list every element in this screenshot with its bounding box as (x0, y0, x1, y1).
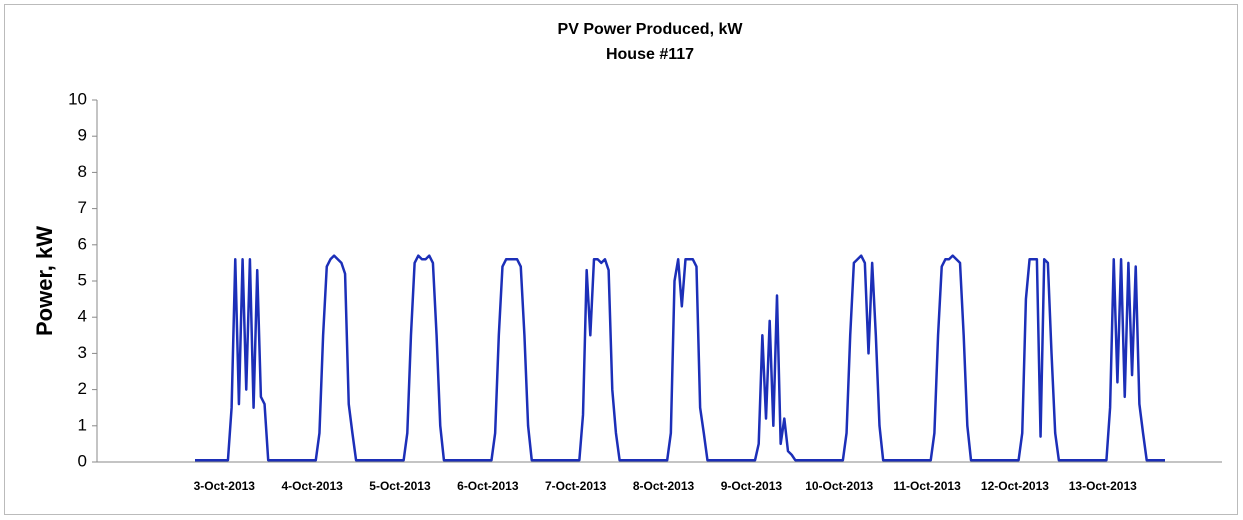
y-tick-label: 4 (78, 307, 87, 326)
chart-subtitle: House #117 (606, 46, 694, 63)
y-tick-label: 1 (78, 415, 87, 434)
x-tick-label: 7-Oct-2013 (545, 479, 607, 493)
y-tick-label: 3 (78, 343, 87, 362)
x-tick-label: 10-Oct-2013 (805, 479, 873, 493)
y-tick-label: 2 (78, 379, 87, 398)
y-tick-label: 5 (78, 270, 87, 289)
x-tick-label: 4-Oct-2013 (281, 479, 343, 493)
y-axis-label: Power, kW (32, 226, 57, 336)
x-tick-label: 12-Oct-2013 (981, 479, 1049, 493)
y-tick-label: 10 (68, 89, 87, 108)
y-tick-label: 0 (78, 451, 87, 470)
y-tick-label: 6 (78, 234, 87, 253)
x-tick-label: 13-Oct-2013 (1069, 479, 1137, 493)
x-tick-label: 3-Oct-2013 (194, 479, 256, 493)
x-tick-label: 9-Oct-2013 (721, 479, 783, 493)
x-tick-label: 8-Oct-2013 (633, 479, 695, 493)
chart-title: PV Power Produced, kW (558, 21, 744, 38)
x-tick-label: 5-Oct-2013 (369, 479, 431, 493)
x-tick-label: 6-Oct-2013 (457, 479, 519, 493)
y-tick-label: 8 (78, 162, 87, 181)
x-tick-label: 11-Oct-2013 (893, 479, 961, 493)
chart-frame (4, 4, 1238, 515)
data-line (195, 254, 1165, 462)
y-tick-label: 9 (78, 126, 87, 145)
y-tick-label: 7 (78, 198, 87, 217)
